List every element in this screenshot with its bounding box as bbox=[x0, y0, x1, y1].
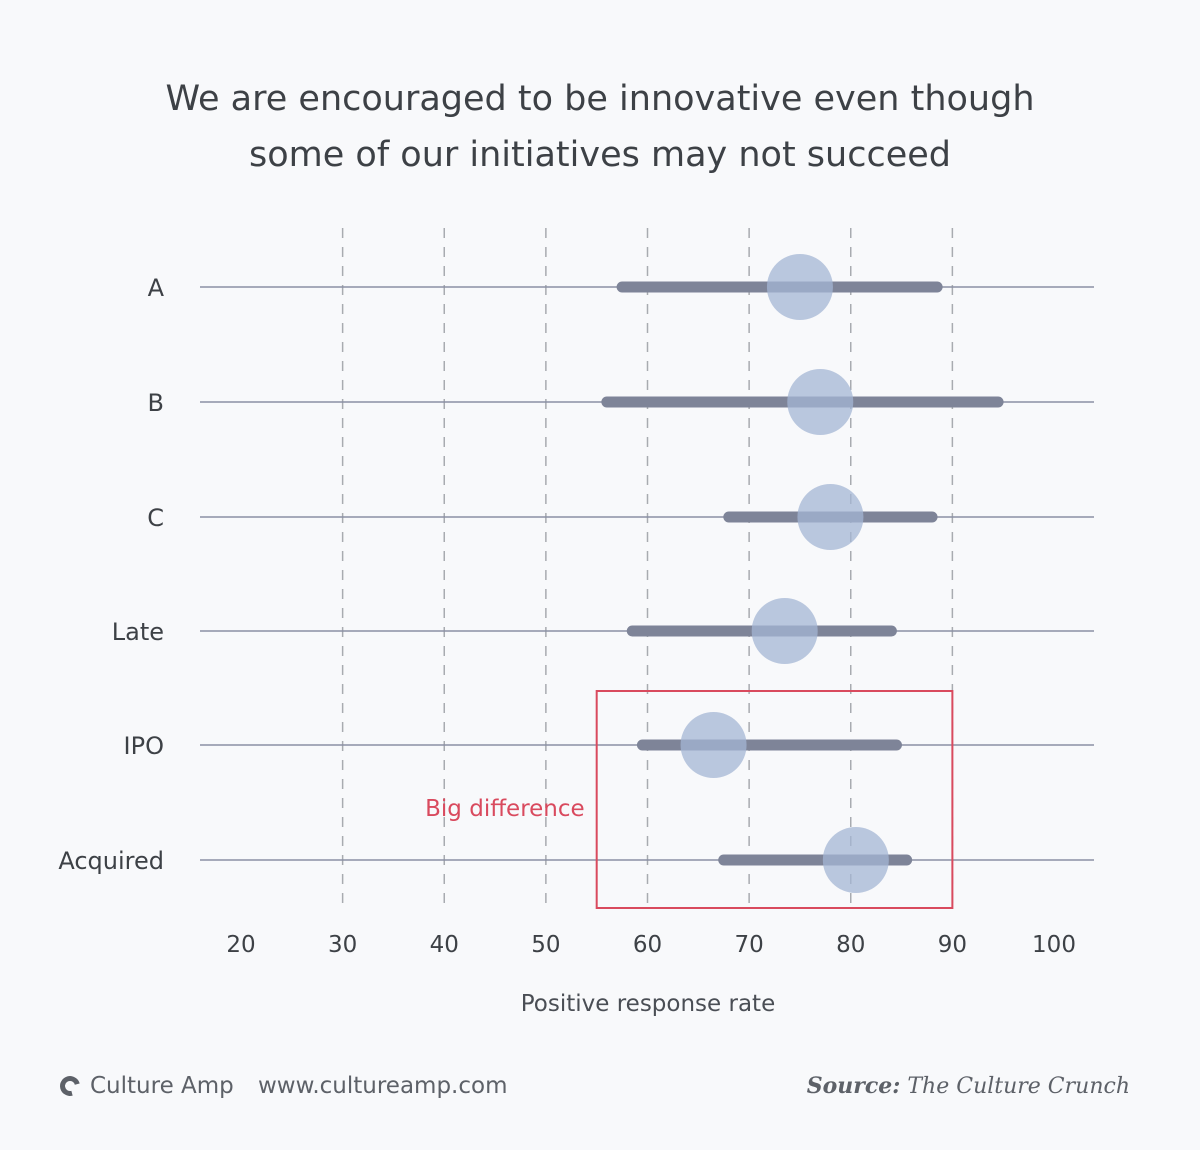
chart-title: We are encouraged to be innovative even … bbox=[165, 79, 1034, 175]
brand: Culture Amp bbox=[56, 1068, 234, 1104]
value-dot-late bbox=[751, 598, 818, 664]
x-tick-label-30: 30 bbox=[328, 932, 357, 958]
source-credit: Source: The Culture Crunch bbox=[807, 1068, 1130, 1104]
category-label-acquired: Acquired bbox=[58, 847, 164, 875]
value-dot-c bbox=[797, 484, 864, 550]
chart-title-line-2: some of our initiatives may not succeed bbox=[249, 135, 951, 175]
brand-name: Culture Amp bbox=[90, 1073, 234, 1099]
x-tick-label-70: 70 bbox=[734, 932, 763, 958]
value-dot-acquired bbox=[822, 827, 889, 893]
annotation-label: Big difference bbox=[425, 796, 585, 822]
source-text: The Culture Crunch bbox=[907, 1074, 1130, 1099]
category-label-ipo: IPO bbox=[124, 732, 164, 760]
website-link: www.cultureamp.com bbox=[258, 1073, 508, 1099]
culture-amp-logo-icon bbox=[56, 1072, 84, 1100]
x-tick-label-100: 100 bbox=[1032, 932, 1076, 958]
category-label-a: A bbox=[148, 274, 165, 302]
category-label-c: C bbox=[147, 504, 164, 532]
category-label-late: Late bbox=[112, 618, 164, 646]
source-label: Source: bbox=[806, 1073, 901, 1099]
chart: We are encouraged to be innovative even … bbox=[58, 79, 1094, 1017]
x-tick-label-50: 50 bbox=[531, 932, 560, 958]
x-tick-label-20: 20 bbox=[226, 932, 255, 958]
value-dot-b bbox=[787, 369, 854, 435]
value-dots bbox=[680, 254, 889, 893]
x-tick-label-90: 90 bbox=[938, 932, 967, 958]
x-tick-label-80: 80 bbox=[836, 932, 865, 958]
value-dot-ipo bbox=[680, 712, 747, 778]
x-tick-label-60: 60 bbox=[633, 932, 662, 958]
range-bars bbox=[601, 281, 1004, 866]
x-axis-title: Positive response rate bbox=[521, 991, 775, 1017]
value-dot-a bbox=[766, 254, 833, 320]
category-label-b: B bbox=[148, 389, 164, 417]
category-labels: A B C Late IPO Acquired bbox=[58, 274, 164, 875]
chart-title-line-1: We are encouraged to be innovative even … bbox=[165, 79, 1034, 119]
x-tick-label-40: 40 bbox=[430, 932, 459, 958]
highlight-box bbox=[595, 690, 954, 909]
x-tick-labels: 20 30 40 50 60 70 80 90 100 bbox=[226, 932, 1076, 958]
